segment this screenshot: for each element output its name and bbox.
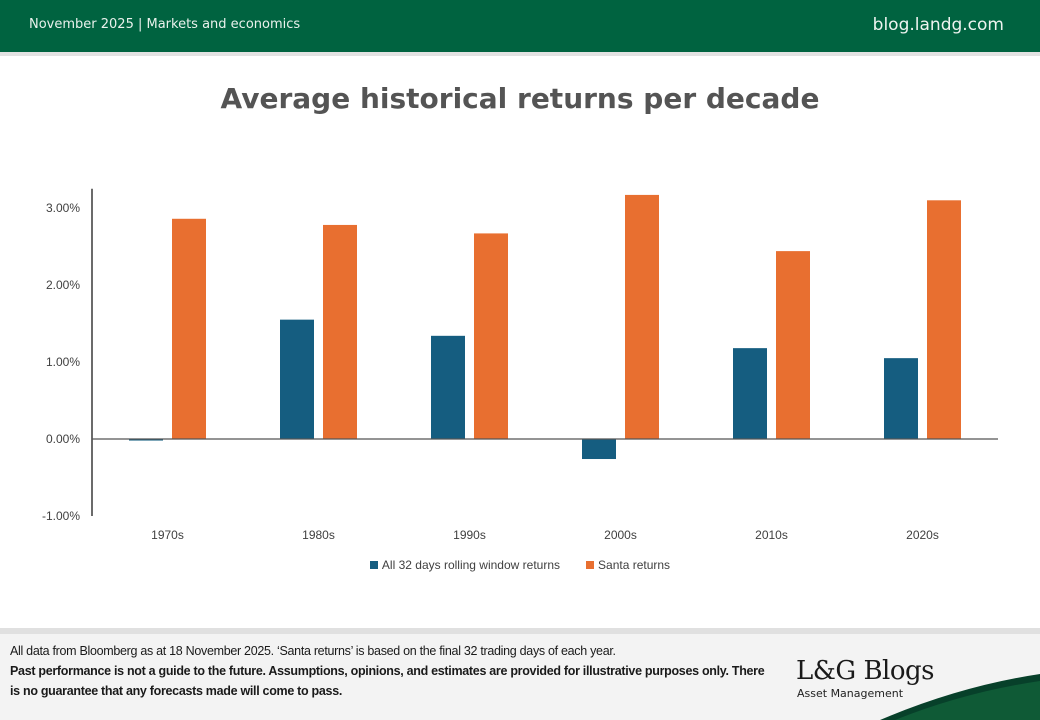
chart-legend: All 32 days rolling window returns Santa…	[0, 558, 1040, 572]
bar-santa-1980s	[323, 224, 357, 439]
footer-divider	[0, 628, 1040, 634]
bar-santa-2020s	[927, 200, 961, 439]
footnote: All data from Bloomberg as at 18 Novembe…	[10, 641, 770, 701]
bar-santa-1990s	[474, 233, 508, 439]
legend-item-santa: Santa returns	[586, 558, 670, 572]
header-bar: November 2025 | Markets and economics bl…	[0, 0, 1040, 52]
x-tick-label: 2010s	[755, 528, 788, 542]
x-tick-label: 2000s	[604, 528, 637, 542]
legend-swatch-blue	[369, 561, 378, 569]
header-divider	[0, 52, 1040, 56]
bar-santa-2010s	[776, 251, 810, 439]
bar-rolling-1990s	[431, 335, 465, 439]
legend-swatch-orange	[586, 561, 595, 569]
y-tick-label: -1.00%	[42, 509, 80, 523]
logo-title: L&G Blogs	[796, 656, 935, 686]
legend-label-santa: Santa returns	[598, 558, 671, 572]
y-tick-label: 2.00%	[46, 278, 80, 292]
y-tick-label: 3.00%	[46, 201, 80, 215]
data-source-note: All data from Bloomberg as at 18 Novembe…	[10, 644, 616, 658]
footer: All data from Bloomberg as at 18 Novembe…	[0, 634, 1040, 720]
header-date-category: November 2025 | Markets and economics	[29, 17, 301, 32]
bar-rolling-1980s	[280, 319, 314, 439]
disclaimer: Past performance is not a guide to the f…	[10, 664, 765, 698]
logo-subtitle: Asset Management	[797, 687, 904, 700]
bar-santa-2000s	[625, 194, 659, 439]
bar-rolling-2000s	[582, 439, 616, 460]
x-tick-label: 1990s	[453, 528, 486, 542]
bar-chart: -1.00% 0.00% 1.00% 2.00% 3.00% 1970s 1980s 199…	[42, 188, 998, 542]
bar-rolling-1970s	[129, 439, 163, 441]
x-tick-label: 1970s	[151, 528, 184, 542]
y-tick-label: 1.00%	[46, 355, 80, 369]
legend-item-rolling: All 32 days rolling window returns	[369, 558, 561, 572]
chart-title: Average historical returns per decade	[220, 82, 820, 115]
x-tick-label: 2020s	[906, 528, 939, 542]
y-tick-label: 0.00%	[46, 432, 80, 446]
legend-label-rolling: All 32 days rolling window returns	[381, 558, 561, 572]
bar-santa-1970s	[172, 218, 206, 439]
bar-rolling-2010s	[733, 348, 767, 439]
header-site-link[interactable]: blog.landg.com	[872, 15, 1004, 35]
bar-rolling-2020s	[884, 358, 918, 439]
x-tick-label: 1980s	[302, 528, 335, 542]
green-swoosh-decoration	[880, 674, 1040, 720]
